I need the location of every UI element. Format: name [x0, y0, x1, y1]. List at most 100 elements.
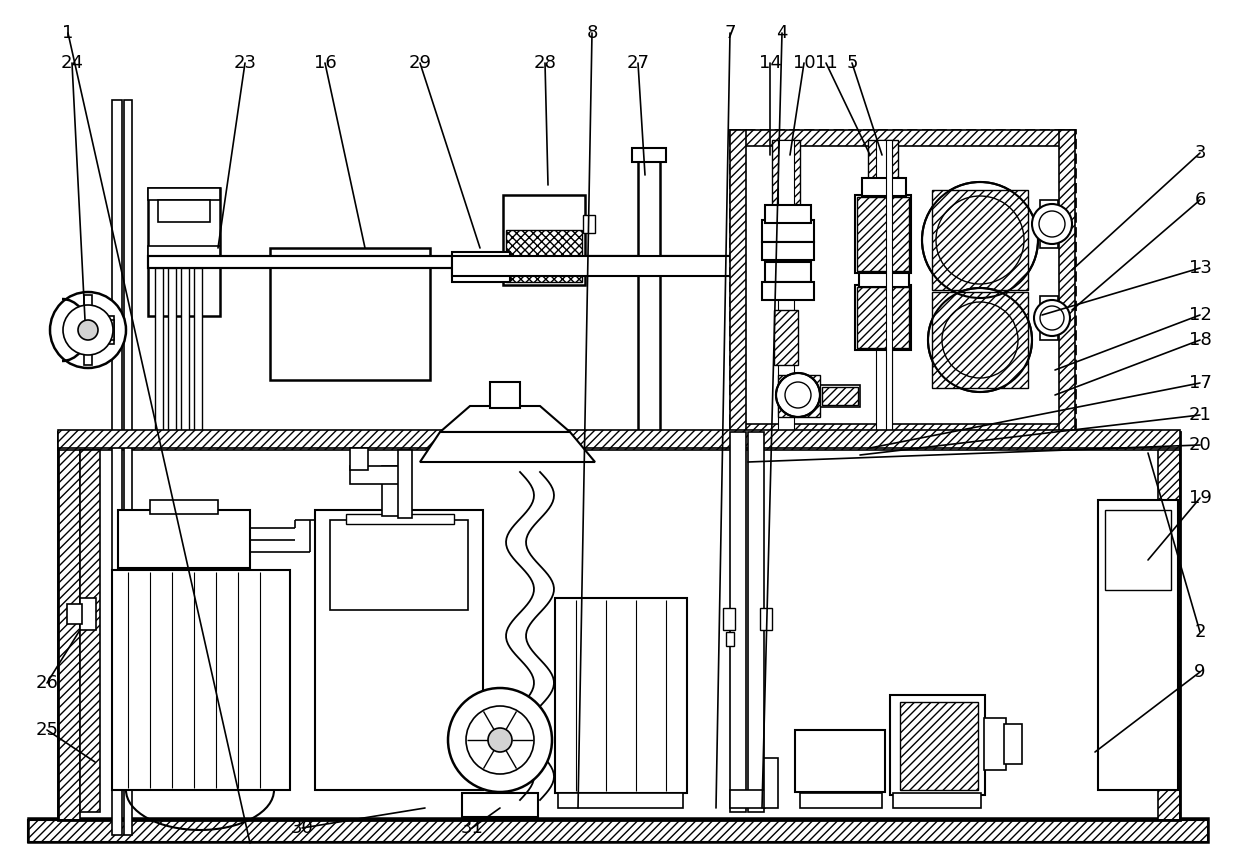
- Bar: [985, 718, 1006, 770]
- Text: 8: 8: [587, 24, 598, 42]
- Bar: [820, 385, 861, 407]
- Text: 26: 26: [36, 674, 58, 692]
- Bar: [1059, 130, 1075, 440]
- Bar: [350, 448, 368, 470]
- Bar: [1158, 432, 1180, 820]
- Bar: [730, 432, 746, 812]
- Circle shape: [466, 706, 534, 774]
- Circle shape: [1034, 300, 1070, 336]
- Bar: [58, 432, 81, 820]
- Bar: [81, 598, 95, 630]
- Text: 5: 5: [846, 54, 858, 72]
- Bar: [730, 130, 746, 440]
- Bar: [155, 268, 162, 432]
- Bar: [148, 246, 219, 256]
- Bar: [730, 790, 765, 808]
- Bar: [1044, 308, 1056, 330]
- Bar: [1097, 500, 1178, 790]
- Text: 31: 31: [460, 819, 484, 837]
- Bar: [556, 598, 687, 793]
- Bar: [350, 466, 405, 484]
- Bar: [118, 510, 250, 568]
- Bar: [777, 375, 820, 417]
- Bar: [84, 295, 92, 365]
- Bar: [148, 256, 728, 268]
- Bar: [748, 432, 764, 812]
- Text: 23: 23: [233, 54, 257, 72]
- Bar: [773, 140, 800, 205]
- Text: 11: 11: [815, 54, 837, 72]
- Bar: [893, 793, 981, 808]
- Bar: [932, 190, 1028, 290]
- Bar: [1044, 212, 1056, 236]
- Bar: [856, 285, 911, 350]
- Circle shape: [928, 288, 1032, 392]
- Bar: [315, 510, 484, 790]
- Bar: [67, 604, 82, 624]
- Circle shape: [50, 292, 126, 368]
- Bar: [857, 287, 909, 348]
- Bar: [490, 382, 520, 408]
- Text: 29: 29: [408, 54, 432, 72]
- Bar: [763, 282, 813, 300]
- Bar: [723, 608, 735, 630]
- Bar: [868, 140, 898, 192]
- Bar: [857, 197, 909, 271]
- Bar: [1040, 296, 1058, 340]
- Circle shape: [489, 728, 512, 752]
- Circle shape: [78, 320, 98, 340]
- Bar: [270, 248, 430, 380]
- Circle shape: [63, 305, 113, 355]
- Bar: [760, 608, 773, 630]
- Bar: [124, 100, 131, 835]
- Bar: [632, 148, 666, 162]
- Text: 1: 1: [62, 24, 73, 42]
- Bar: [875, 140, 892, 440]
- Bar: [58, 430, 1180, 448]
- Text: 30: 30: [290, 819, 314, 837]
- Bar: [932, 292, 1028, 388]
- Text: 27: 27: [626, 54, 650, 72]
- Bar: [583, 215, 595, 233]
- Text: 7: 7: [724, 24, 735, 42]
- Text: 3: 3: [1194, 144, 1205, 162]
- Bar: [856, 195, 911, 273]
- Text: 19: 19: [1189, 489, 1211, 507]
- Bar: [58, 432, 1180, 820]
- Circle shape: [448, 688, 552, 792]
- Bar: [398, 450, 412, 518]
- Circle shape: [776, 373, 820, 417]
- Bar: [503, 195, 585, 285]
- Bar: [506, 230, 582, 282]
- Polygon shape: [420, 432, 595, 462]
- Bar: [104, 320, 114, 340]
- Text: 4: 4: [776, 24, 787, 42]
- Bar: [330, 520, 467, 610]
- Bar: [800, 793, 882, 808]
- Text: 6: 6: [1194, 191, 1205, 209]
- Bar: [58, 432, 1180, 450]
- Bar: [730, 130, 1075, 440]
- Bar: [900, 702, 978, 790]
- Bar: [148, 256, 728, 268]
- Polygon shape: [440, 406, 570, 432]
- Bar: [453, 256, 742, 276]
- Bar: [29, 818, 1208, 842]
- Bar: [181, 268, 188, 432]
- Bar: [112, 100, 122, 835]
- Circle shape: [923, 182, 1038, 298]
- Bar: [29, 820, 1208, 842]
- Bar: [112, 570, 290, 790]
- Bar: [890, 695, 985, 795]
- Text: 2: 2: [1194, 623, 1205, 641]
- Text: 25: 25: [36, 721, 58, 739]
- Bar: [795, 730, 885, 792]
- Bar: [822, 387, 858, 405]
- Text: 13: 13: [1189, 259, 1211, 277]
- Text: 24: 24: [61, 54, 83, 72]
- Bar: [81, 450, 100, 812]
- Text: 12: 12: [1189, 306, 1211, 324]
- Bar: [453, 252, 510, 282]
- Bar: [763, 220, 813, 242]
- Bar: [859, 273, 909, 287]
